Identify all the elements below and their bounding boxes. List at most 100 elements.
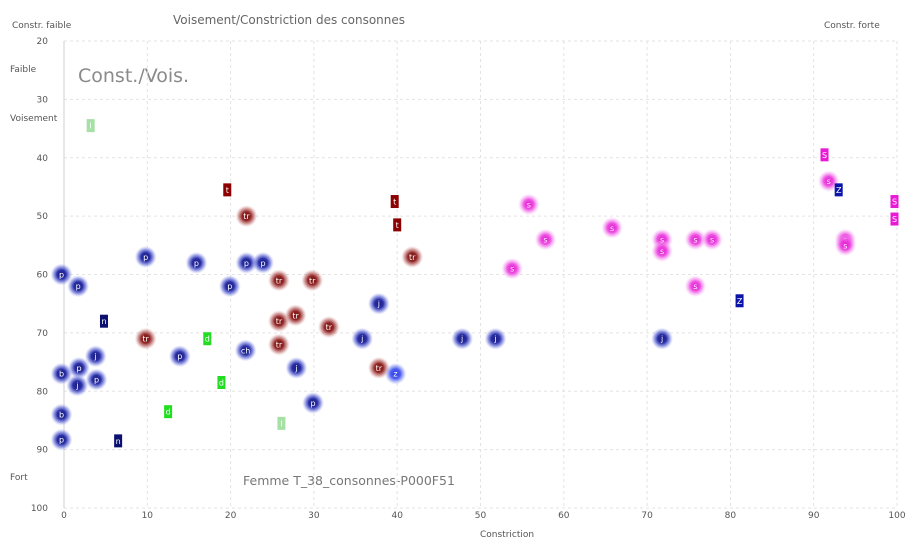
point-tr: tr	[267, 269, 290, 292]
point-z: z	[384, 362, 407, 385]
y-tick-label: 30	[37, 95, 49, 105]
point-S: S	[820, 148, 829, 162]
point-s: s	[534, 228, 557, 251]
point-p: p	[185, 251, 208, 274]
point-j: j	[651, 327, 674, 350]
point-halo	[218, 275, 241, 298]
point-halo	[168, 345, 191, 368]
point-halo	[235, 251, 258, 274]
point-halo	[401, 245, 424, 268]
point-label: s	[693, 282, 697, 291]
point-halo	[284, 304, 307, 327]
y-tick-label: 70	[37, 329, 49, 339]
x-tick-label: 30	[308, 511, 320, 521]
x-tick-label: 90	[808, 511, 820, 521]
x-tick-label: 100	[888, 511, 905, 521]
point-label: s	[660, 247, 664, 256]
point-tr: tr	[267, 333, 290, 356]
corner-label-high-constriction: Constr. forte	[824, 21, 880, 31]
point-box	[217, 375, 226, 389]
point-box	[834, 183, 843, 197]
x-tick-label: 70	[641, 511, 653, 521]
point-halo	[301, 269, 324, 292]
point-p: p	[168, 345, 191, 368]
point-halo	[267, 269, 290, 292]
point-halo	[50, 428, 73, 451]
y-label-voisement: Voisement	[10, 114, 58, 124]
y-tick-label: 60	[37, 271, 49, 281]
point-label: s	[610, 224, 614, 233]
point-halo	[834, 234, 857, 257]
point-label: tr	[309, 276, 316, 285]
chart-footer: Femme T_38_consonnes-P000F51	[243, 473, 455, 488]
point-label: tr	[292, 311, 299, 320]
point-n: n	[114, 434, 123, 448]
point-Z: Z	[735, 294, 744, 308]
point-halo	[50, 263, 73, 286]
point-label: p	[76, 282, 81, 291]
point-box	[393, 218, 402, 232]
point-halo	[134, 327, 157, 350]
x-tick-label: 80	[725, 511, 737, 521]
point-label: j	[294, 364, 297, 373]
point-label: p	[94, 376, 99, 385]
point-s: s	[701, 228, 724, 251]
point-p: p	[235, 251, 258, 274]
point-S: S	[890, 212, 899, 226]
x-tick-label: 50	[475, 511, 487, 521]
point-halo	[367, 292, 390, 315]
point-label: tr	[326, 323, 333, 332]
point-label: j	[493, 335, 496, 344]
point-n: n	[99, 314, 108, 328]
point-box	[735, 294, 744, 308]
point-halo	[501, 257, 524, 280]
point-tr: tr	[284, 304, 307, 327]
y-tick-label: 80	[37, 387, 49, 397]
point-halo	[517, 193, 540, 216]
point-label: s	[510, 265, 514, 274]
point-halo	[252, 251, 275, 274]
y-tick-label: 100	[31, 504, 48, 514]
point-t: t	[393, 218, 402, 232]
point-label: ch	[241, 346, 250, 355]
y-tick-label: 90	[37, 446, 49, 456]
point-label: b	[59, 370, 64, 379]
point-j: j	[351, 327, 374, 350]
tick-labels: 0 10 20 30 40 50 60 70 80 90 100 20 30 40 50 60 70 80 90 10…	[31, 37, 906, 521]
point-halo	[235, 205, 258, 228]
point-label: tr	[276, 317, 283, 326]
point-halo	[134, 245, 157, 268]
point-halo	[185, 251, 208, 274]
point-halo	[367, 356, 390, 379]
point-halo	[267, 310, 290, 333]
point-j: j	[66, 374, 89, 397]
point-box	[820, 148, 829, 162]
point-label: l	[90, 122, 92, 131]
point-label: s	[543, 235, 547, 244]
point-j: j	[367, 292, 390, 315]
point-label: Z	[737, 297, 743, 306]
point-p: p	[134, 245, 157, 268]
point-label: s	[660, 235, 664, 244]
point-label: n	[116, 437, 121, 446]
point-label: tr	[376, 364, 383, 373]
point-box	[390, 195, 399, 209]
y-label-fort: Fort	[10, 473, 28, 483]
point-p: p	[252, 251, 275, 274]
y-tick-label: 50	[37, 212, 49, 222]
point-p: p	[50, 263, 73, 286]
point-label: p	[227, 282, 232, 291]
point-label: tr	[409, 253, 416, 262]
point-box	[86, 119, 95, 133]
point-tr: tr	[134, 327, 157, 350]
point-label: S	[822, 151, 827, 160]
point-halo	[651, 327, 674, 350]
point-j: j	[451, 327, 474, 350]
point-label: p	[311, 399, 316, 408]
point-tr: tr	[401, 245, 424, 268]
point-label: S	[892, 215, 897, 224]
point-label: p	[59, 436, 64, 445]
point-tr: tr	[317, 316, 340, 339]
